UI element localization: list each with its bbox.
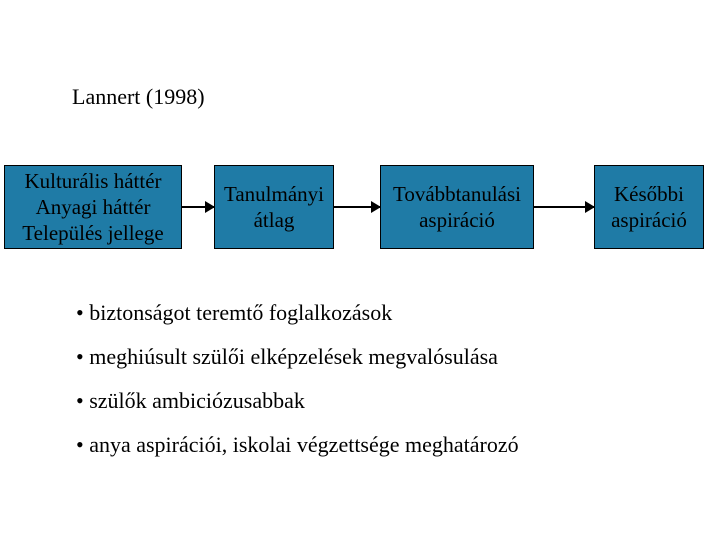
node-line: aspiráció <box>419 207 495 233</box>
node-line: Anyagi háttér <box>36 194 151 220</box>
node-line: aspiráció <box>611 207 687 233</box>
bullet-item: • szülők ambiciózusabbak <box>76 388 519 414</box>
bullet-text: szülők ambiciózusabbak <box>89 388 305 413</box>
arrow-icon <box>534 206 594 208</box>
node-line: átlag <box>254 207 295 233</box>
node-further-study-aspiration: Továbbtanulási aspiráció <box>380 165 534 249</box>
bullet-text: anya aspirációi, iskolai végzettsége meg… <box>89 432 518 457</box>
node-background-factors: Kulturális háttér Anyagi háttér Települé… <box>4 165 182 249</box>
node-line: Tanulmányi <box>224 181 324 207</box>
node-later-aspiration: Későbbi aspiráció <box>594 165 704 249</box>
node-line: Település jellege <box>22 220 163 246</box>
node-line: Későbbi <box>614 181 684 207</box>
bullet-item: • biztonságot teremtő foglalkozások <box>76 300 519 326</box>
bullet-list: • biztonságot teremtő foglalkozások • me… <box>76 300 519 458</box>
node-line: Továbbtanulási <box>393 181 521 207</box>
bullet-item: • anya aspirációi, iskolai végzettsége m… <box>76 432 519 458</box>
arrow-icon <box>334 206 380 208</box>
bullet-text: biztonságot teremtő foglalkozások <box>89 300 392 325</box>
arrow-icon <box>182 206 214 208</box>
flowchart: Kulturális háttér Anyagi háttér Települé… <box>4 165 704 249</box>
diagram-title: Lannert (1998) <box>72 84 205 110</box>
bullet-item: • meghiúsult szülői elképzelések megvaló… <box>76 344 519 370</box>
node-academic-average: Tanulmányi átlag <box>214 165 334 249</box>
bullet-text: meghiúsult szülői elképzelések megvalósu… <box>89 344 498 369</box>
node-line: Kulturális háttér <box>24 168 161 194</box>
